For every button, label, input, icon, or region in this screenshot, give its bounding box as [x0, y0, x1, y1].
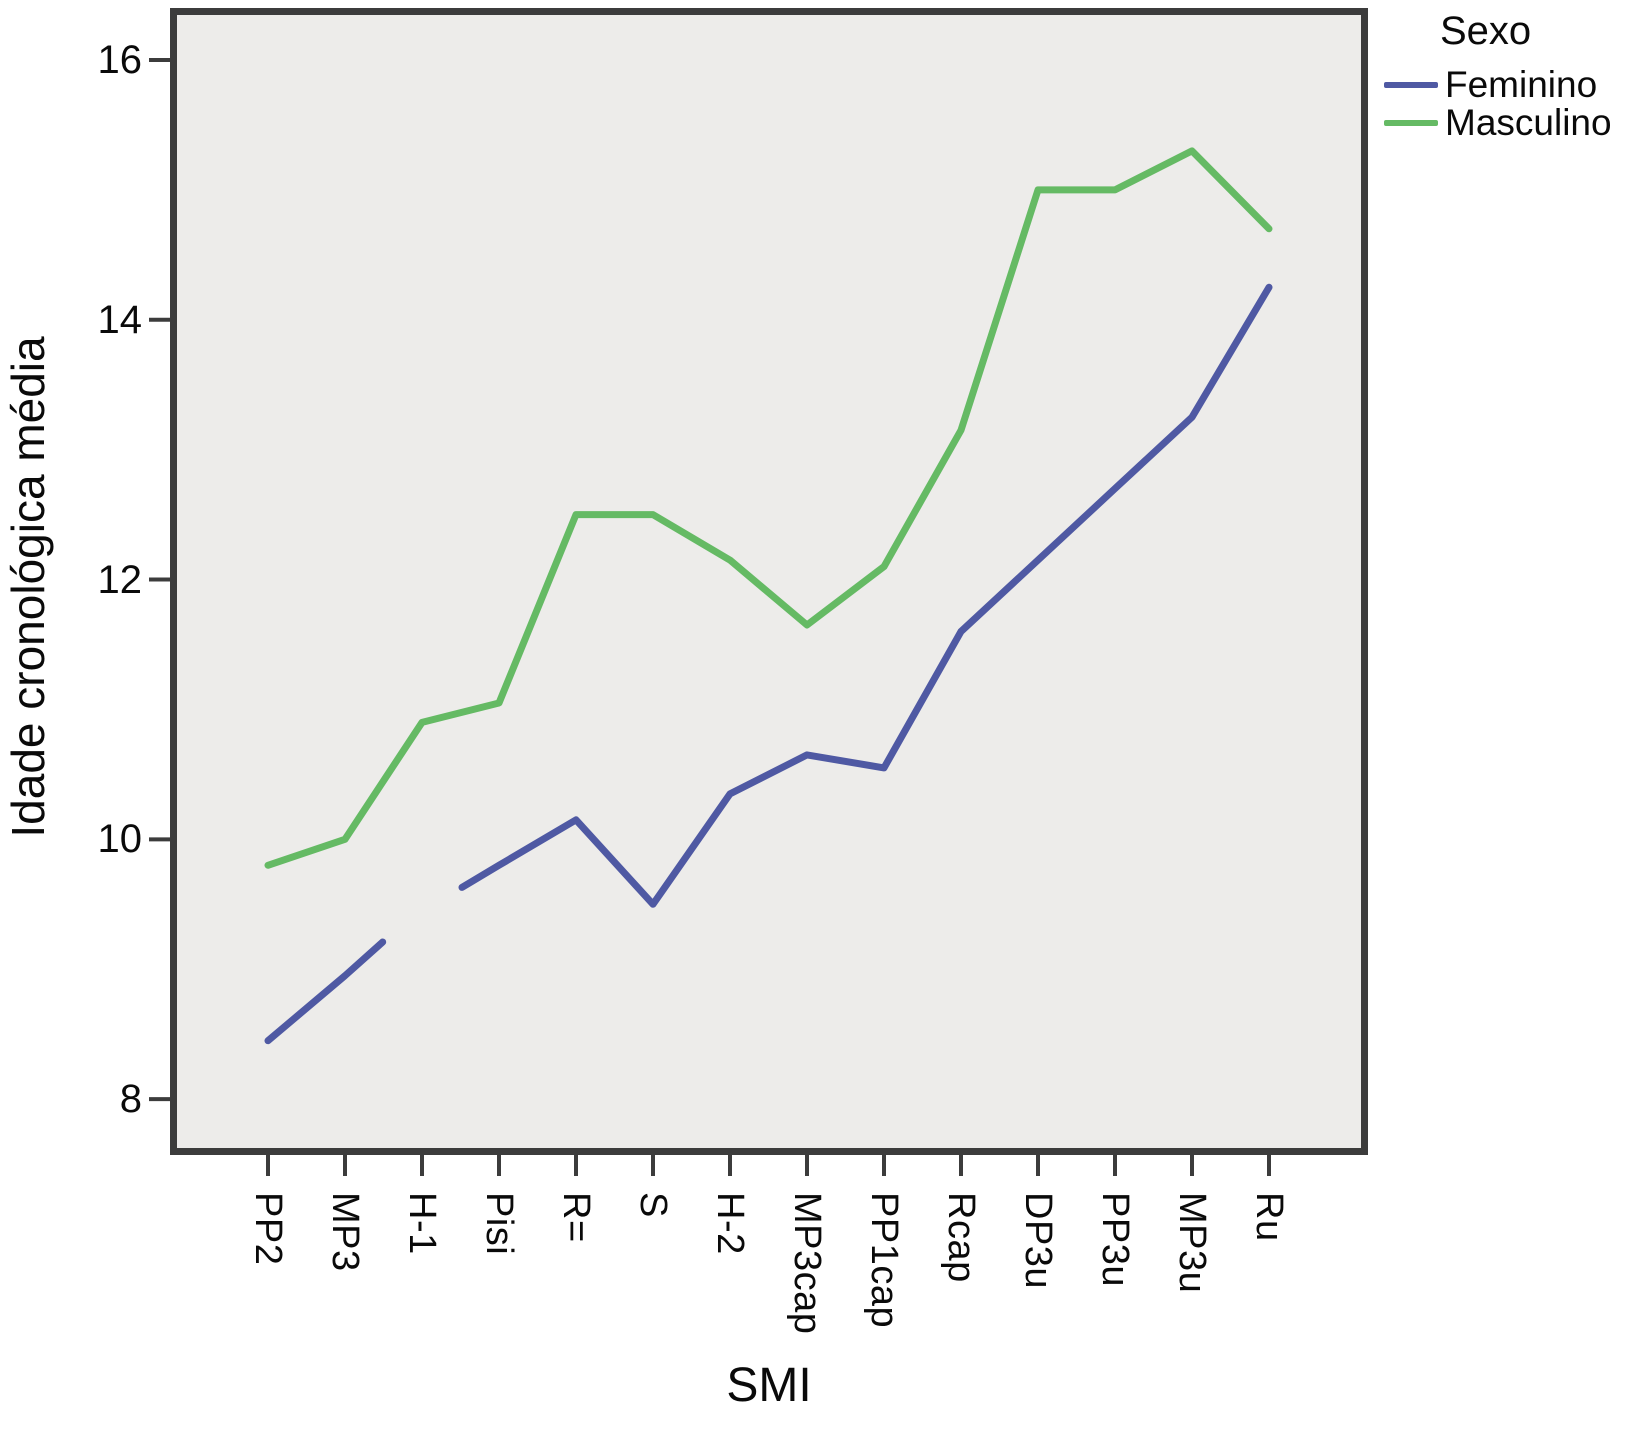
legend-title: Sexo	[1440, 9, 1532, 53]
x-tick-label-mp3cap: MP3cap	[786, 1192, 828, 1335]
legend-label-masculino: Masculino	[1445, 102, 1612, 143]
x-tick-label-dp3u: DP3u	[1017, 1192, 1059, 1290]
x-tick-label-s: S	[632, 1192, 674, 1218]
x-tick-label-pisi: Pisi	[478, 1192, 520, 1256]
x-tick-label-pp1cap: PP1cap	[863, 1192, 905, 1329]
x-tick-label-pp3u: PP3u	[1094, 1192, 1136, 1287]
x-tick-label-ru: Ru	[1248, 1192, 1290, 1242]
legend-label-feminino: Feminino	[1445, 64, 1598, 105]
x-tick-label-h-2: H-2	[709, 1192, 751, 1255]
y-tick-label: 10	[97, 817, 143, 862]
x-tick-label-h-1: H-1	[401, 1192, 443, 1255]
x-tick-label-mp3u: MP3u	[1171, 1192, 1213, 1294]
series-line-masculino	[264, 147, 1273, 869]
y-tick-label: 16	[97, 37, 143, 82]
plot-border	[170, 8, 1368, 1155]
series-line-feminino	[264, 938, 387, 1045]
x-axis-title: SMI	[726, 1359, 812, 1412]
legend: Sexo Feminino Masculino	[1384, 8, 1629, 142]
y-tick-label: 14	[97, 297, 143, 342]
x-tick-label-rcap: Rcap	[940, 1192, 982, 1283]
legend-item-masculino: Masculino	[1384, 104, 1629, 142]
feminino-line-swatch	[1384, 82, 1438, 88]
x-tick-label-r=: R=	[555, 1192, 597, 1243]
y-tick-label: 12	[97, 557, 143, 602]
masculino-line-swatch	[1384, 120, 1438, 126]
plot-background	[170, 8, 1368, 1155]
legend-item-feminino: Feminino	[1384, 66, 1629, 104]
y-tick-label: 8	[119, 1077, 142, 1122]
series-line-feminino	[458, 283, 1273, 908]
x-tick-label-pp2: PP2	[247, 1192, 289, 1266]
x-tick-label-mp3: MP3	[324, 1192, 366, 1272]
